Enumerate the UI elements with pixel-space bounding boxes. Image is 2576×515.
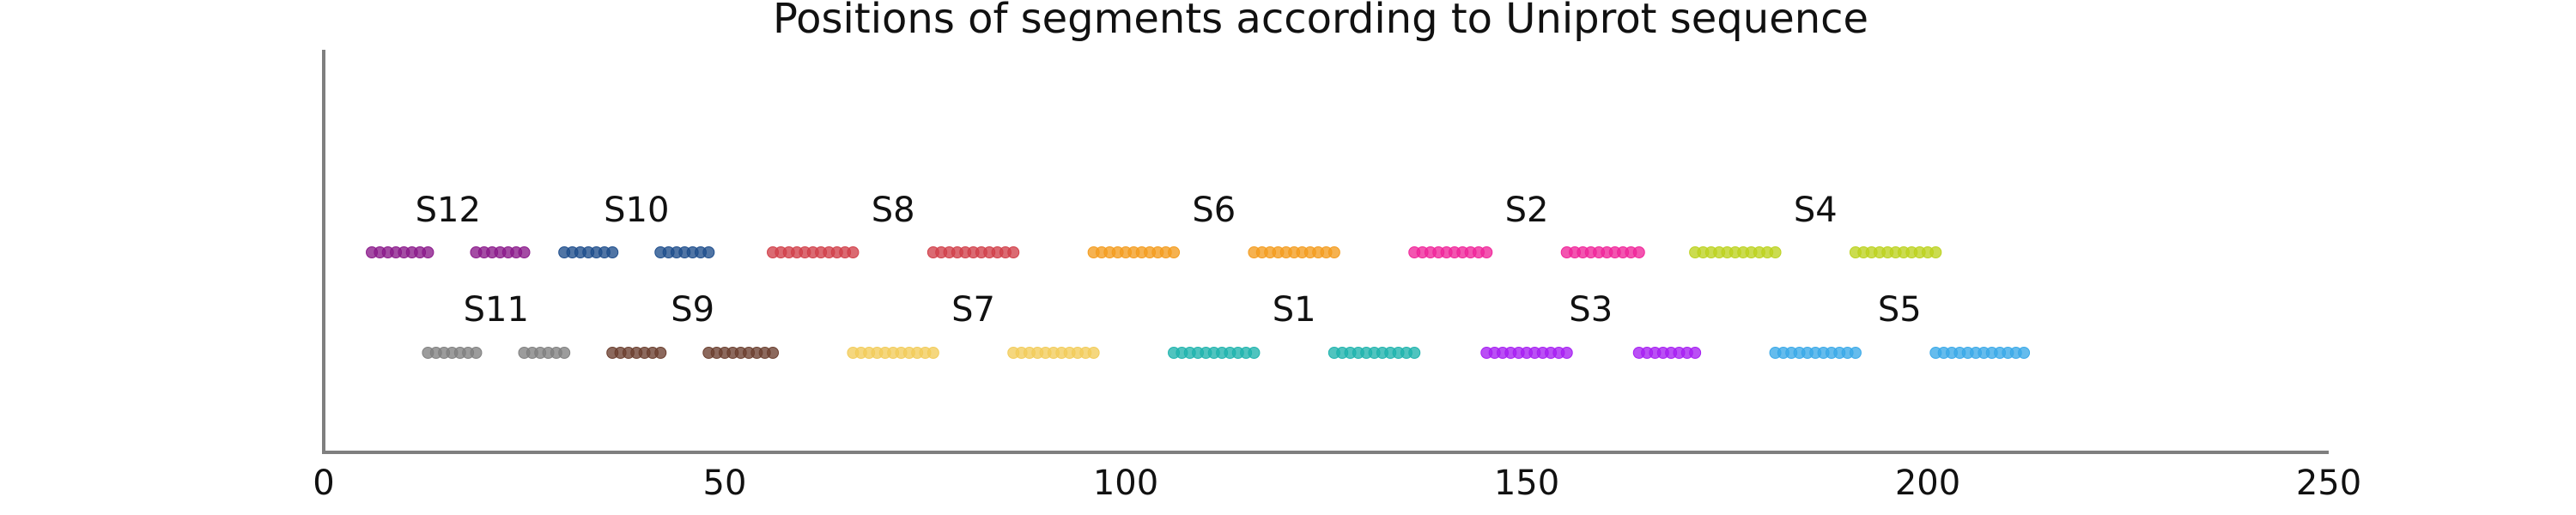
segment-point-s10 bbox=[702, 246, 715, 258]
x-tick-label: 0 bbox=[313, 464, 334, 503]
x-tick-label: 150 bbox=[1494, 464, 1559, 503]
segment-point-s7 bbox=[1087, 347, 1100, 359]
segment-label-s1: S1 bbox=[1273, 290, 1316, 330]
segment-point-s9 bbox=[767, 347, 780, 359]
segment-point-s6 bbox=[1327, 246, 1340, 258]
segment-labels: S12 S10 S8 S6 S2 S4 S11 S9 S7 S1 S3 S5 bbox=[416, 191, 1922, 330]
segment-label-s12: S12 bbox=[416, 191, 481, 230]
segment-label-s5: S5 bbox=[1878, 290, 1922, 330]
segment-point-s5 bbox=[1849, 347, 1862, 359]
segment-marks bbox=[366, 246, 2031, 359]
segment-point-s9 bbox=[654, 347, 667, 359]
segment-label-s4: S4 bbox=[1794, 191, 1838, 230]
segment-point-s2 bbox=[1480, 246, 1493, 258]
segment-point-s1 bbox=[1248, 347, 1261, 359]
segment-point-s3 bbox=[1560, 347, 1573, 359]
segment-label-s11: S11 bbox=[464, 290, 529, 330]
segment-label-s10: S10 bbox=[604, 191, 669, 230]
segment-point-s4 bbox=[1929, 246, 1942, 258]
segment-label-s9: S9 bbox=[671, 290, 714, 330]
x-tick-label: 50 bbox=[703, 464, 747, 503]
segment-point-s3 bbox=[1689, 347, 1702, 359]
x-axis-ticks: 0 50 100 150 200 250 bbox=[313, 464, 2361, 503]
segment-point-s4 bbox=[1769, 246, 1782, 258]
segment-point-s5 bbox=[2018, 347, 2031, 359]
segment-label-s6: S6 bbox=[1192, 191, 1236, 230]
segment-label-s8: S8 bbox=[872, 191, 915, 230]
segment-point-s10 bbox=[606, 246, 619, 258]
segment-point-s1 bbox=[1408, 347, 1421, 359]
segment-label-s2: S2 bbox=[1505, 191, 1549, 230]
segment-point-s12 bbox=[518, 246, 531, 258]
segment-label-s3: S3 bbox=[1569, 290, 1613, 330]
segment-point-s11 bbox=[558, 347, 571, 359]
chart-title: Positions of segments according to Unipr… bbox=[773, 0, 1868, 43]
segment-point-s6 bbox=[1168, 246, 1181, 258]
segment-point-s8 bbox=[847, 246, 860, 258]
segment-point-s2 bbox=[1632, 246, 1645, 258]
segment-point-s11 bbox=[470, 347, 483, 359]
segment-point-s7 bbox=[927, 347, 939, 359]
x-tick-label: 100 bbox=[1093, 464, 1158, 503]
segment-label-s7: S7 bbox=[951, 290, 995, 330]
x-tick-label: 200 bbox=[1895, 464, 1960, 503]
segment-point-s12 bbox=[422, 246, 434, 258]
segment-point-s8 bbox=[1007, 246, 1020, 258]
x-tick-label: 250 bbox=[2296, 464, 2361, 503]
